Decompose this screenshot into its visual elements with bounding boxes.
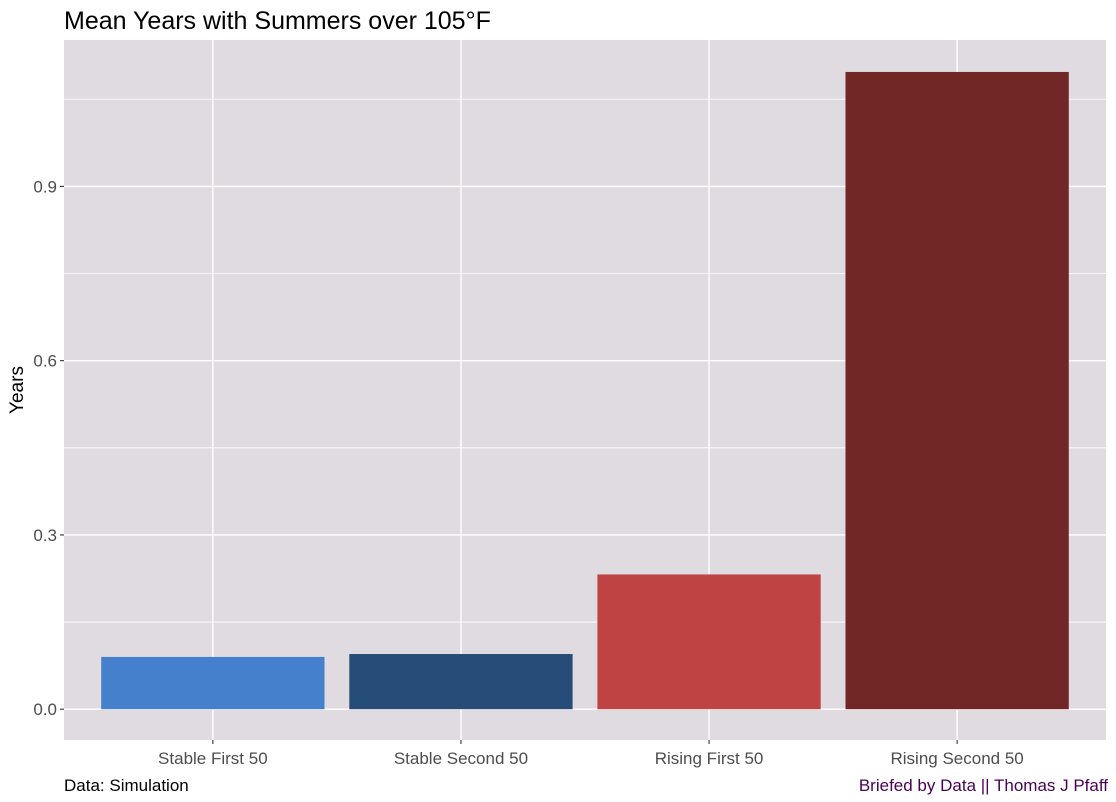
bar [597,574,821,710]
caption-credit: Briefed by Data || Thomas J Pfaff [859,776,1108,795]
x-axis-ticks: Stable First 50 Stable Second 50 Rising Fi… [158,740,1024,768]
bar [845,71,1069,710]
y-axis-title: Years [7,366,28,414]
y-axis-ticks: 0.0 0.3 0.6 0.9 [33,177,64,719]
y-tick-label: 0.3 [33,526,57,545]
x-tick-label: Stable Second 50 [394,749,528,768]
caption-source: Data: Simulation [64,776,189,795]
x-tick-label: Rising First 50 [655,749,764,768]
y-tick-label: 0.6 [33,352,57,371]
x-tick-label: Stable First 50 [158,749,268,768]
bar [349,654,573,710]
x-tick-label: Rising Second 50 [891,749,1024,768]
y-tick-label: 0.9 [33,177,57,196]
chart-title: Mean Years with Summers over 105°F [64,7,491,35]
bars [101,71,1069,710]
bar [101,656,325,710]
y-tick-label: 0.0 [33,700,57,719]
